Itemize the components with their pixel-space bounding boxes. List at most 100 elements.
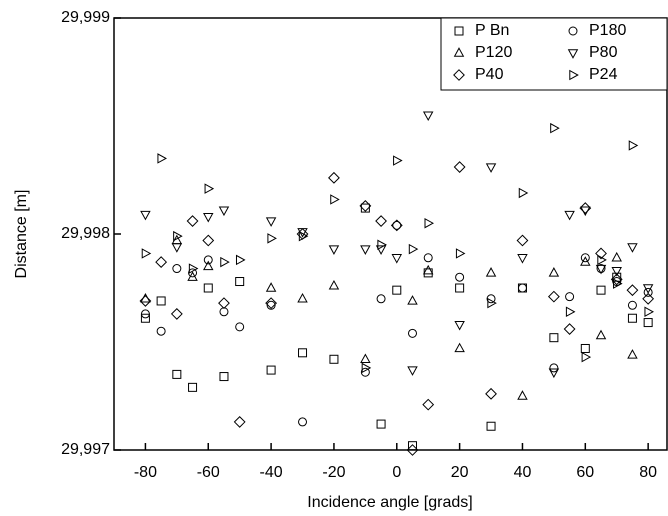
marker [140,313,150,323]
x-tick-label: 40 [514,464,532,481]
marker [265,217,277,227]
marker [204,183,215,194]
marker [453,161,466,173]
marker [564,210,575,221]
marker [563,323,576,335]
marker [390,219,403,232]
marker [141,248,152,259]
legend-label: P Bn [475,22,509,39]
marker [547,290,560,303]
marker [377,239,387,251]
marker [156,326,166,336]
marker [298,348,308,358]
marker [235,254,246,266]
marker [565,292,575,302]
x-tick-label: -40 [260,464,283,481]
marker [156,296,166,306]
marker [157,153,167,164]
marker [328,171,340,184]
marker [266,365,276,375]
x-tick-label: 60 [576,464,594,481]
marker [186,215,199,227]
marker [328,245,340,255]
marker [424,217,435,229]
marker [518,187,529,199]
marker [140,210,151,221]
legend-box [440,17,668,91]
marker [407,441,417,451]
marker [580,253,590,263]
marker [203,255,213,265]
marker [454,342,465,353]
marker [407,295,418,305]
marker [173,230,183,242]
marker [422,111,434,122]
marker [644,306,654,318]
marker [487,297,497,309]
x-tick-label: -60 [197,464,220,481]
marker [393,155,403,166]
marker [516,234,529,247]
marker [643,287,653,297]
marker [203,213,214,223]
legend-label: P120 [475,44,512,61]
marker [642,292,655,305]
marker [517,254,528,264]
marker [170,308,183,320]
marker [406,444,419,456]
marker [139,295,152,307]
marker [188,268,198,278]
marker [486,294,496,304]
marker [548,368,560,379]
marker [361,362,372,374]
marker [627,349,638,359]
marker [581,351,592,363]
marker [627,243,638,253]
marker [218,206,230,217]
marker [407,328,417,338]
marker [454,321,465,331]
marker [220,256,230,268]
marker [454,26,464,36]
marker [568,26,578,36]
x-tick-label: 80 [639,464,657,481]
x-tick-label: -80 [134,464,157,481]
marker [172,369,182,379]
marker [233,416,246,428]
marker [140,309,150,319]
legend-label: P80 [589,44,618,61]
marker [392,285,402,295]
marker [612,277,622,287]
marker [611,251,622,262]
marker [375,245,387,255]
marker [265,297,278,310]
marker [376,419,386,429]
marker [155,256,168,268]
marker [627,300,637,310]
marker [485,387,497,400]
marker [422,264,434,275]
x-tick-label: 20 [451,464,469,481]
marker [329,354,339,364]
marker [485,163,497,173]
marker [172,264,182,274]
y-tick-label: 29,997 [61,441,110,458]
marker [549,333,559,343]
legend-label: P180 [589,22,626,39]
marker [642,284,654,294]
marker [597,254,607,266]
marker [455,272,465,282]
marker [203,283,213,293]
marker [455,248,466,259]
marker [298,230,309,242]
marker [202,234,215,247]
marker [626,284,639,297]
x-axis-title: Incidence angle [grads] [307,494,472,511]
marker [595,329,607,340]
marker [219,372,229,382]
marker [328,280,340,290]
y-tick-label: 29,998 [61,225,110,242]
marker [565,306,576,318]
marker [235,277,245,287]
x-tick-label: 0 [392,464,401,481]
